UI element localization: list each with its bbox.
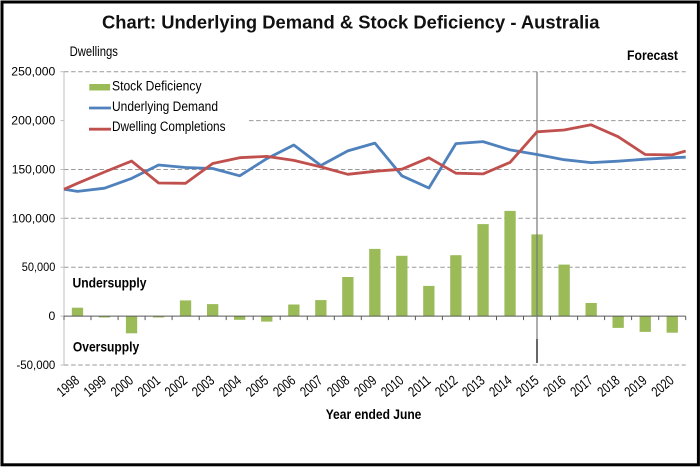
svg-text:Dwelling Completions: Dwelling Completions: [112, 119, 226, 134]
svg-text:100,000: 100,000: [12, 211, 56, 225]
svg-text:Chart: Underlying Demand & Sto: Chart: Underlying Demand & Stock Deficie…: [102, 11, 600, 32]
svg-text:0: 0: [49, 309, 56, 323]
svg-text:200,000: 200,000: [11, 114, 55, 128]
svg-text:250,000: 250,000: [11, 65, 55, 79]
svg-text:Oversupply: Oversupply: [73, 339, 139, 355]
svg-text:-50,000: -50,000: [17, 358, 56, 372]
svg-text:Underlying Demand: Underlying Demand: [112, 99, 218, 114]
svg-text:Undersupply: Undersupply: [73, 275, 147, 291]
svg-text:Dwellings: Dwellings: [70, 44, 119, 59]
svg-text:150,000: 150,000: [12, 163, 56, 177]
svg-text:50,000: 50,000: [22, 260, 56, 274]
svg-text:Forecast: Forecast: [627, 47, 678, 63]
svg-text:Stock Deficiency: Stock Deficiency: [112, 78, 202, 93]
svg-text:Year ended June: Year ended June: [326, 406, 422, 422]
